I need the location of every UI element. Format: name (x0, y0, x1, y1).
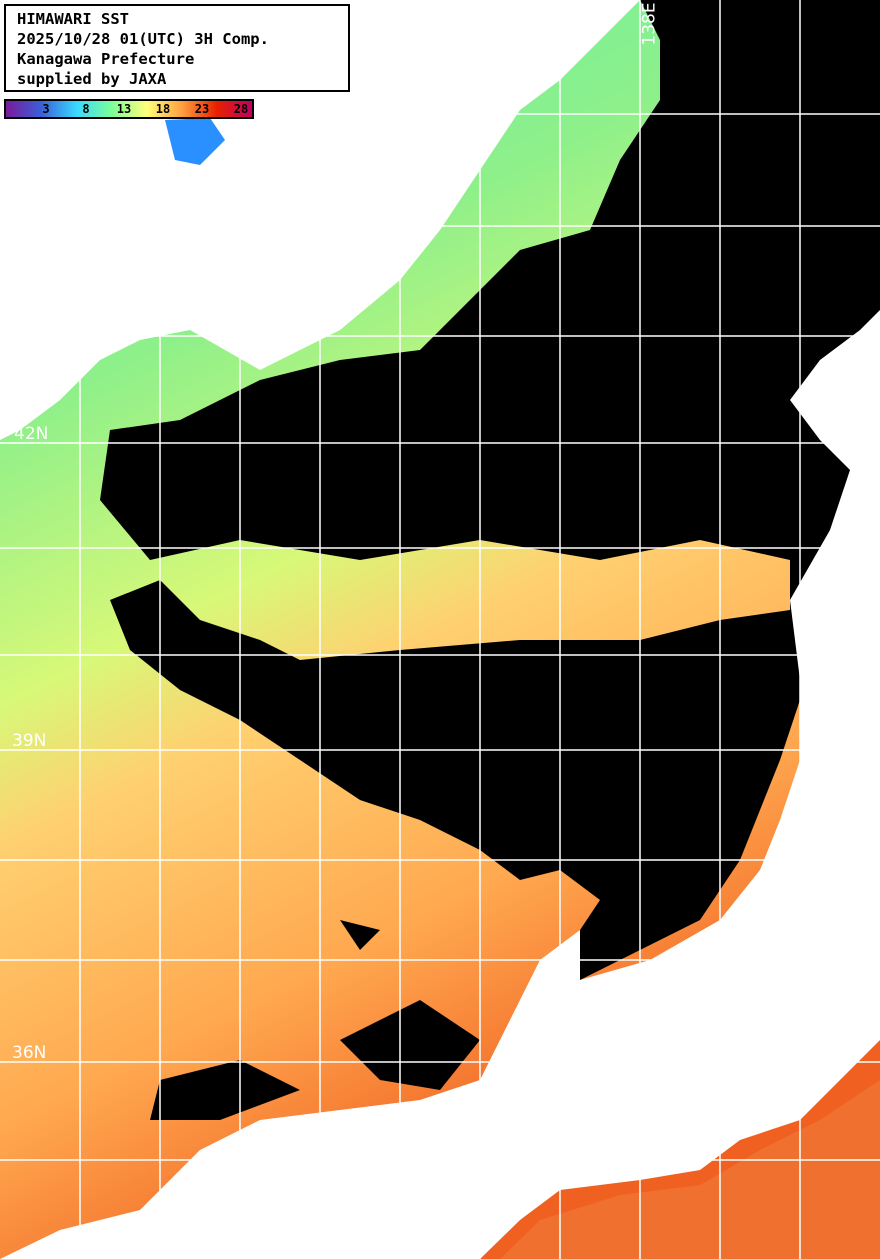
datetime: 2025/10/28 01(UTC) 3H Comp. (17, 30, 269, 48)
scale-tick: 28 (233, 102, 249, 116)
scale-tick: 13 (116, 102, 132, 116)
land-islands (370, 1190, 440, 1259)
lat-label-39n: 39N (12, 731, 47, 751)
cloud-mask (100, 0, 880, 980)
lat-label-36n: 36N (12, 1043, 47, 1063)
cloud-patches (150, 920, 480, 1120)
scale-tick: 23 (194, 102, 210, 116)
title: HIMAWARI SST (17, 10, 129, 28)
info-box: HIMAWARI SST 2025/10/28 01(UTC) 3H Comp.… (4, 4, 350, 92)
scale-tick: 18 (155, 102, 171, 116)
sea-south (500, 1080, 880, 1259)
scale-tick: 8 (82, 102, 90, 116)
scale-tick: 3 (42, 102, 50, 116)
small-island (165, 118, 225, 165)
lat-label-42n: 42N (14, 424, 49, 444)
color-scale-legend: 3 8 13 18 23 28 (4, 99, 254, 119)
credit: supplied by JAXA (17, 70, 167, 88)
provider: Kanagawa Prefecture (17, 50, 195, 68)
lon-label-138e: 138E (639, 2, 660, 46)
land-honshu (0, 310, 880, 1259)
